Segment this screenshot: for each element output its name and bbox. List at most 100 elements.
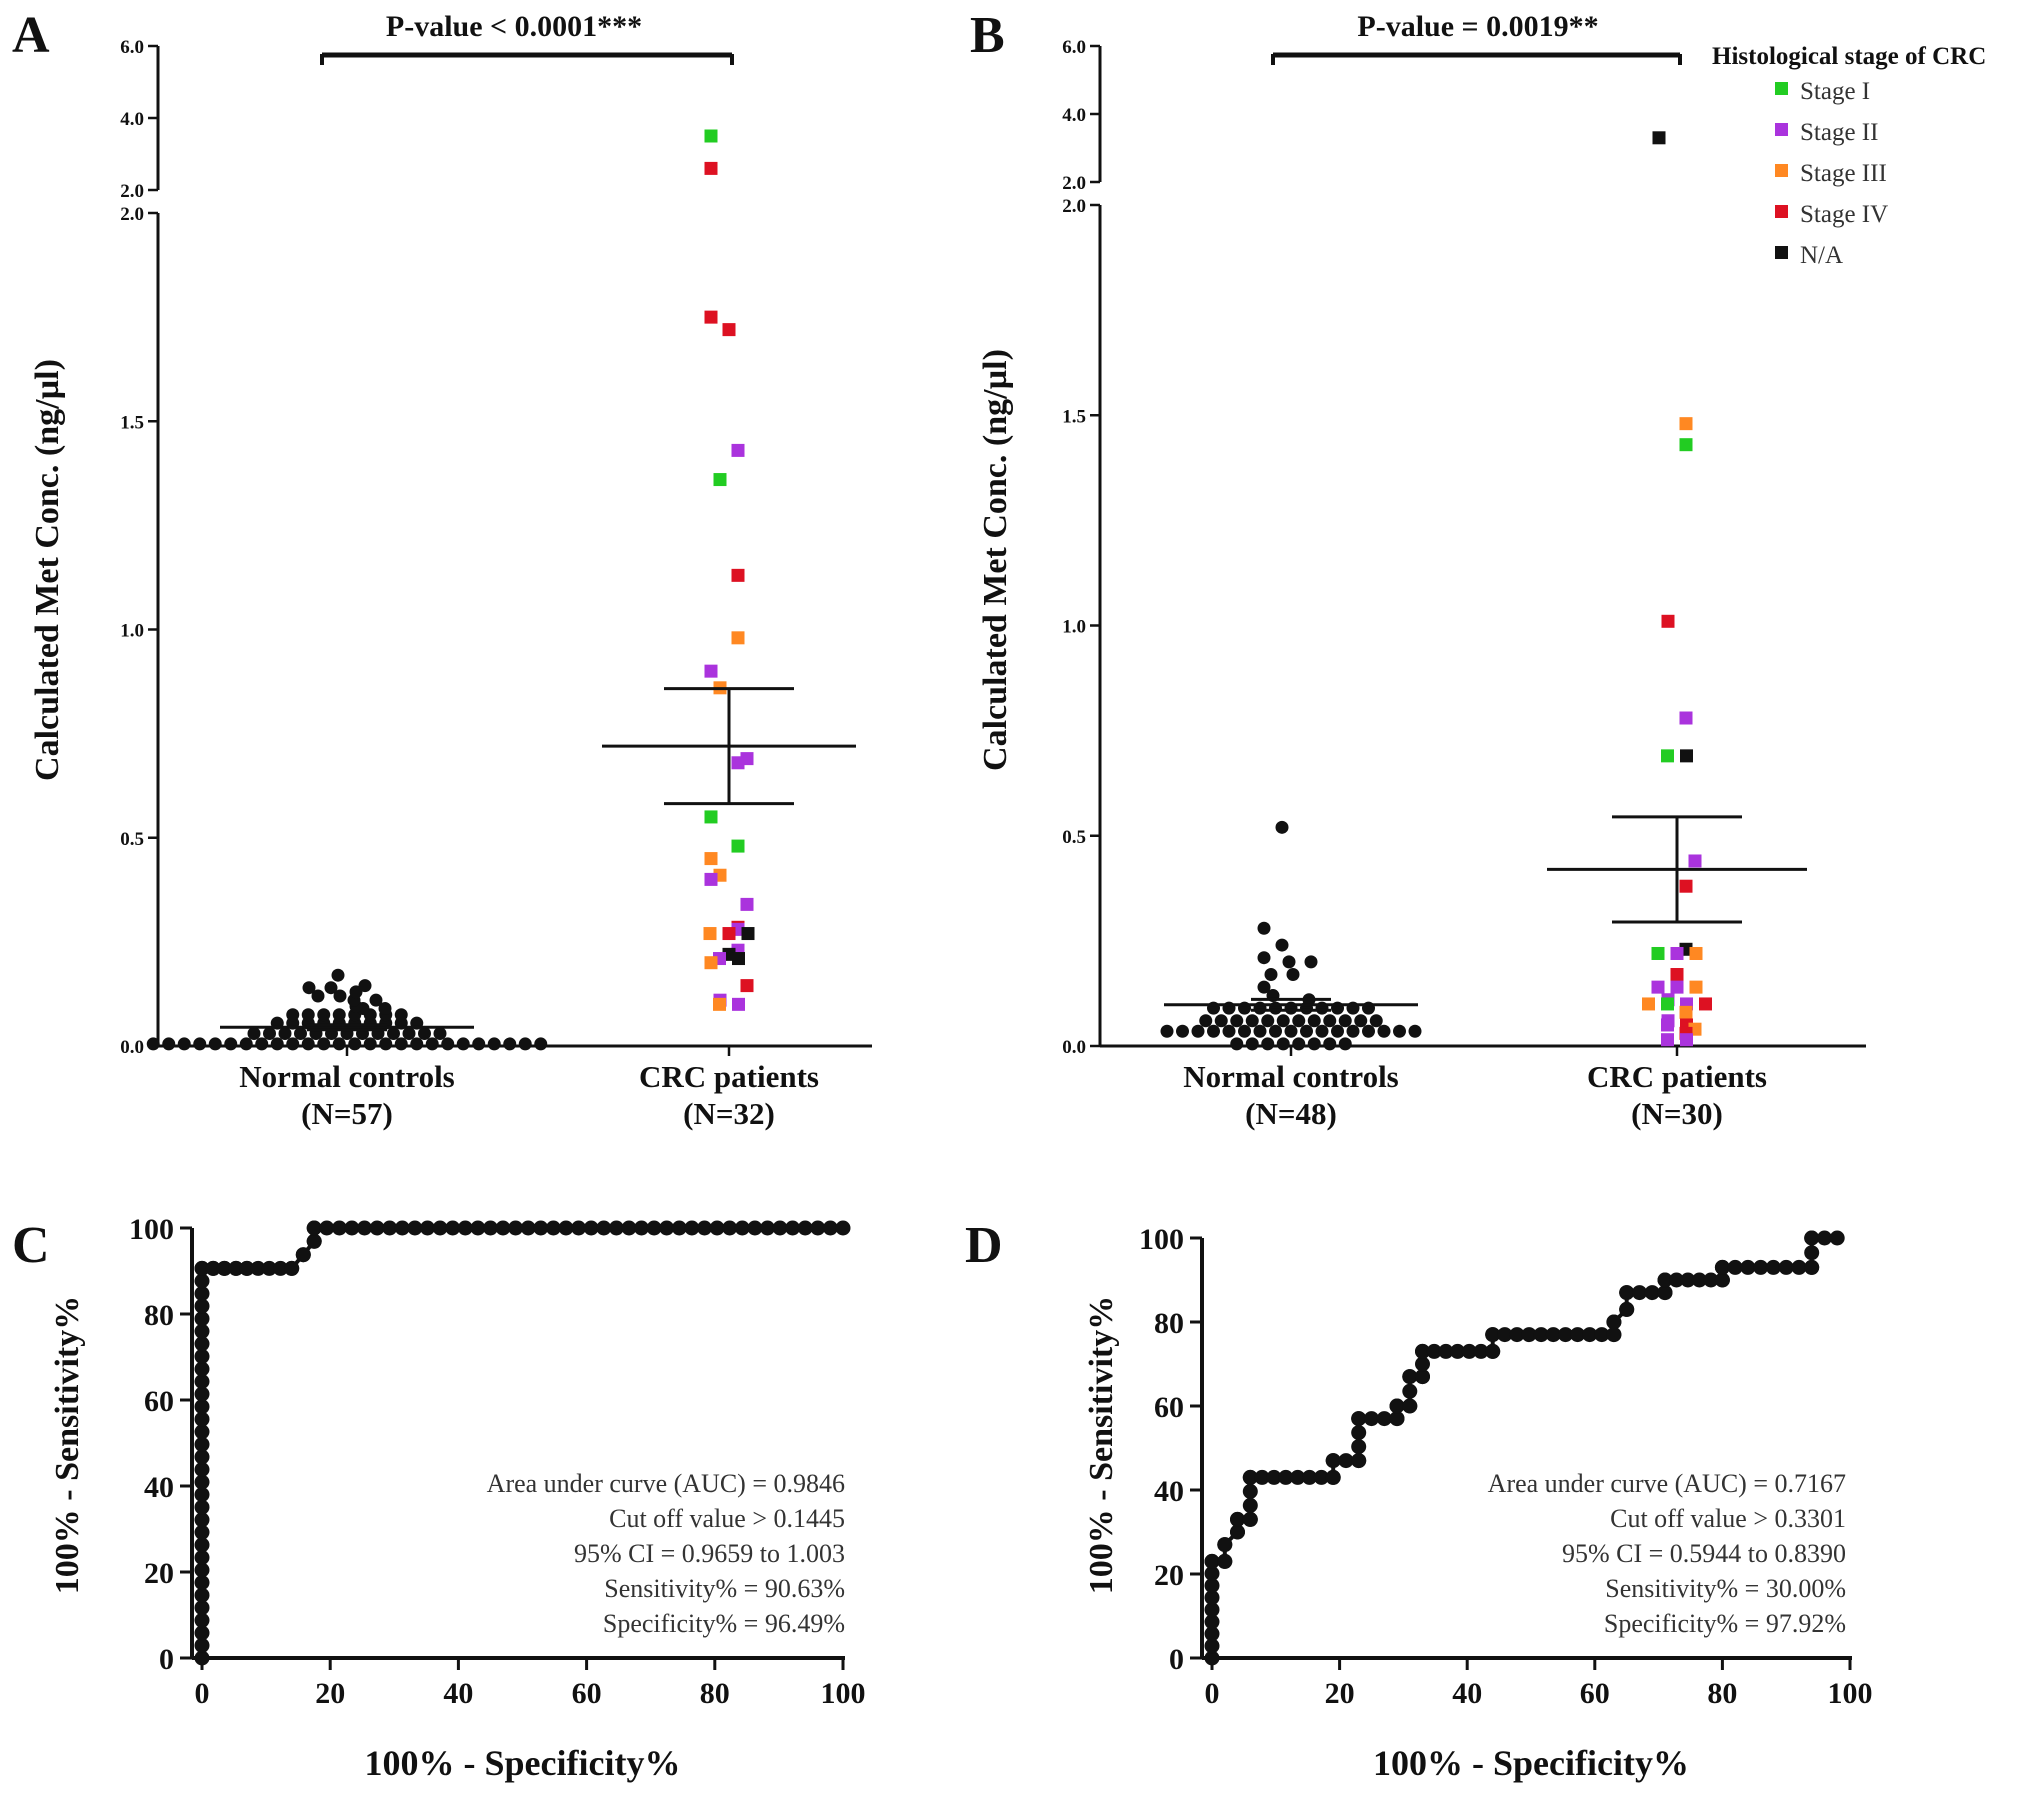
x-tick-label: 100 [821, 1677, 866, 1710]
patient-point [704, 129, 718, 143]
roc-point [1242, 1469, 1258, 1485]
legend-swatch [1775, 123, 1788, 136]
roc-point [1497, 1327, 1513, 1343]
patient-point [731, 839, 745, 853]
roc-point [432, 1220, 448, 1236]
patient-point [731, 443, 745, 457]
roc-point [1829, 1230, 1845, 1246]
category-label: Normal controls [239, 1059, 455, 1094]
y-tick-label: 0.0 [1062, 1037, 1086, 1058]
patient-point [1661, 1033, 1674, 1047]
patient-point [713, 997, 726, 1011]
roc-point [319, 1220, 335, 1236]
y-tick-label: 40 [144, 1471, 174, 1504]
patient-point [1651, 980, 1665, 994]
control-point [1230, 1037, 1244, 1051]
y-tick-label: 1.5 [120, 412, 144, 433]
patient-point [722, 323, 736, 337]
roc-point [634, 1220, 649, 1236]
legend-label: N/A [1800, 242, 1843, 269]
control-point [418, 1027, 431, 1041]
roc-point [1714, 1259, 1730, 1275]
roc-point [194, 1462, 210, 1477]
roc-point [1657, 1272, 1673, 1288]
roc-point [470, 1220, 486, 1236]
roc-point [194, 1411, 210, 1427]
roc-point [671, 1220, 687, 1236]
roc-point [760, 1220, 775, 1236]
patient-point [704, 810, 718, 824]
stats-line: 95% CI = 0.5944 to 0.8390 [1562, 1539, 1846, 1568]
roc-point [1204, 1614, 1220, 1630]
roc-point [1558, 1327, 1573, 1343]
roc-point [1632, 1285, 1647, 1301]
y-tick-label: 60 [1154, 1391, 1184, 1424]
category-n-label: (N=57) [301, 1096, 393, 1131]
roc-point [558, 1220, 574, 1236]
legend: Histological stage of CRC Stage I Stage II… [1712, 43, 1986, 269]
control-point [358, 979, 372, 993]
panel-c: C 0 20 40 60 80 100 0 20 40 60 80 100 100% - Specific… [12, 1213, 866, 1783]
roc-point [1461, 1343, 1477, 1359]
control-point [1338, 1037, 1352, 1051]
patient-point [1679, 1005, 1693, 1019]
control-point [1323, 1037, 1337, 1051]
patient-point [740, 897, 754, 911]
control-point [1191, 1024, 1205, 1038]
control-point [193, 1037, 207, 1051]
roc-point [1594, 1327, 1610, 1343]
y-tick-label: 2.0 [1062, 196, 1086, 217]
control-point [1275, 820, 1289, 834]
patient-point [1689, 980, 1703, 994]
roc-point [1389, 1398, 1405, 1414]
patient-point [1679, 438, 1693, 452]
roc-point [1364, 1411, 1379, 1427]
control-point [1276, 1014, 1290, 1028]
roc-point [608, 1220, 624, 1236]
patient-point [704, 161, 718, 175]
control-point [1261, 1014, 1275, 1028]
control-point [387, 1027, 400, 1041]
roc-point [1485, 1343, 1501, 1359]
y-tick-label: 60 [144, 1385, 174, 1418]
roc-point [1703, 1272, 1719, 1288]
patient-point [1661, 997, 1674, 1011]
roc-point [1242, 1497, 1258, 1513]
roc-point [1351, 1439, 1367, 1455]
control-point [332, 1008, 346, 1022]
roc-point [772, 1220, 788, 1236]
category-n-label: (N=32) [683, 1096, 775, 1131]
control-point [456, 1037, 470, 1051]
roc-point [1415, 1343, 1430, 1359]
y-tick-label: 2.0 [1062, 173, 1086, 194]
roc-point [369, 1220, 385, 1236]
roc-point [295, 1247, 311, 1263]
patient-point [704, 956, 718, 970]
control-point [224, 1037, 238, 1051]
legend-swatch [1775, 246, 1788, 259]
roc-point [1450, 1343, 1466, 1359]
roc-point [1817, 1230, 1832, 1246]
roc-point [194, 1600, 210, 1616]
roc-point [1691, 1272, 1707, 1288]
control-point [1362, 1024, 1375, 1038]
x-tick-label: 40 [1452, 1677, 1482, 1710]
roc-point [1266, 1469, 1282, 1485]
roc-point [239, 1260, 255, 1276]
control-point [317, 1037, 331, 1051]
patient-point [1679, 879, 1693, 893]
panel-letter: D [965, 1217, 1003, 1274]
control-point [348, 1037, 362, 1051]
control-point [301, 1008, 315, 1022]
control-point [1282, 955, 1296, 969]
x-tick-label: 20 [315, 1677, 345, 1710]
roc-point [1533, 1327, 1549, 1343]
stats-line: Sensitivity% = 90.63% [604, 1574, 845, 1603]
roc-point [1204, 1590, 1220, 1606]
roc-point [194, 1550, 210, 1565]
roc-point [194, 1298, 210, 1314]
patient-point [740, 979, 754, 993]
x-tick-label: 0 [1205, 1677, 1220, 1710]
category-n-label: (N=30) [1631, 1096, 1723, 1131]
roc-point [407, 1220, 423, 1236]
